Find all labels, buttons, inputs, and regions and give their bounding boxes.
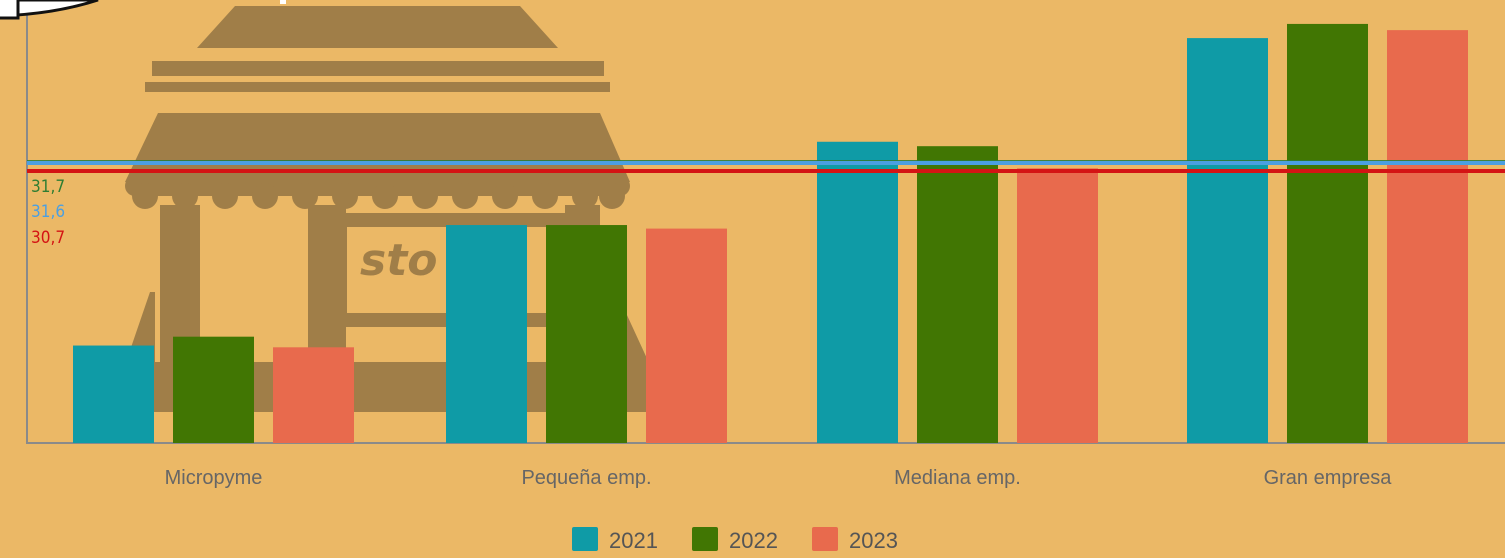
bars-group [73,23,1468,444]
bar-2021-2 [817,141,898,443]
callout-badge [0,0,286,20]
category-labels-group: Micropyme Pequeña emp. Mediana emp. Gran em… [165,467,1393,489]
bar-2022-2 [917,146,998,443]
bar-2022-1 [546,225,627,443]
store-sign-text: sto [360,235,437,286]
bar-2022-0 [173,336,254,443]
bar-2023-2 [1017,168,1098,443]
category-label-1: Pequeña emp. [521,467,651,489]
store-roof-band-upper [152,61,604,76]
category-label-0: Micropyme [165,467,263,489]
reference-line-label-0: 31,7 [31,177,65,197]
store-awning-scallops [132,183,625,209]
reference-line-label-1: 31,6 [31,202,65,222]
bar-2021-1 [446,225,527,443]
category-label-3: Gran empresa [1264,467,1393,489]
bar-2021-0 [73,345,154,443]
reference-lines-group: 31,7 31,6 30,7 [27,160,1505,248]
category-label-2: Mediana emp. [894,467,1021,489]
bar-2023-0 [273,347,354,443]
store-roof-band-lower [145,82,610,92]
legend-swatch-2022 [692,527,718,551]
reference-line-label-2: 30,7 [31,228,65,248]
bar-2021-3 [1187,38,1268,444]
legend-label-2023: 2023 [849,528,898,553]
bar-2023-1 [646,228,727,443]
bar-2022-3 [1287,23,1368,444]
legend-label-2022: 2022 [729,528,778,553]
bar-2023-3 [1387,30,1468,444]
legend-swatch-2021 [572,527,598,551]
store-roof [197,6,558,48]
legend-swatch-2023 [812,527,838,551]
legend-label-2021: 2021 [609,528,658,553]
legend: 2021 2022 2023 [572,527,898,553]
